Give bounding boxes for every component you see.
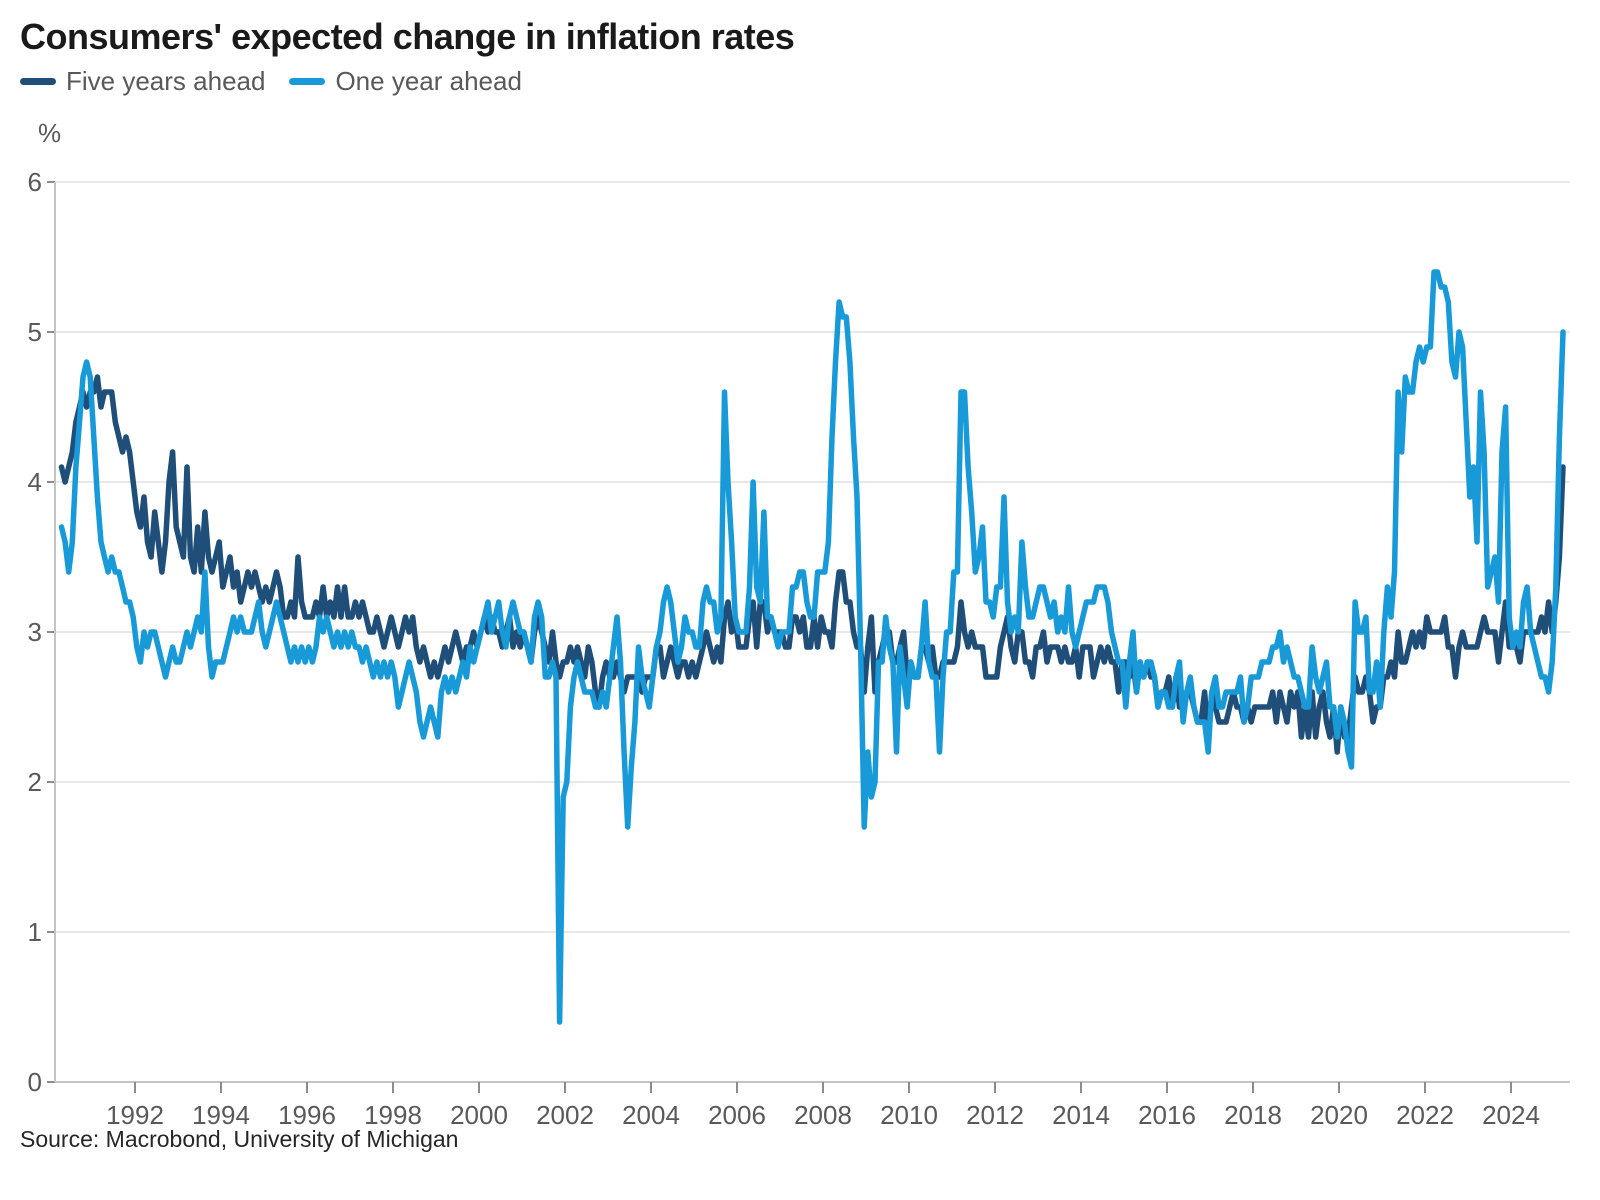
x-axis-label: 2008: [794, 1100, 852, 1130]
series-line-five-years-ahead: [58, 374, 1566, 755]
page-title: Consumers' expected change in inflation …: [20, 16, 795, 57]
y-axis-label: 1: [28, 917, 42, 947]
x-axis-label: 1992: [106, 1100, 164, 1130]
y-axis-unit-label: %: [38, 118, 62, 148]
x-axis-label: 2020: [1310, 1100, 1368, 1130]
y-axis-label: 0: [28, 1067, 42, 1097]
x-axis-label: 2004: [622, 1100, 680, 1130]
x-axis-label: 2018: [1224, 1100, 1282, 1130]
source-note: Source: Macrobond, University of Michiga…: [20, 1126, 459, 1152]
legend-label-five-years: Five years ahead: [66, 66, 266, 96]
legend-label-one-year: One year ahead: [335, 66, 522, 96]
x-axis-label: 1996: [278, 1100, 336, 1130]
y-axis-label: 3: [28, 617, 42, 647]
x-axis-label: 2000: [450, 1100, 508, 1130]
y-axis-label: 2: [28, 767, 42, 797]
legend-item-five-years: Five years ahead: [20, 66, 265, 97]
x-axis-label: 1994: [192, 1100, 250, 1130]
x-axis-label: 1998: [364, 1100, 422, 1130]
y-axis-label: 5: [28, 317, 42, 347]
x-axis-label: 2022: [1396, 1100, 1454, 1130]
x-axis-label: 2010: [880, 1100, 938, 1130]
five-years-swatch-icon: [20, 78, 56, 85]
y-axis-label: 4: [28, 467, 42, 497]
x-axis-label: 2024: [1482, 1100, 1540, 1130]
x-axis-label: 2016: [1138, 1100, 1196, 1130]
legend-item-one-year: One year ahead: [289, 66, 522, 97]
chart-legend: Five years ahead One year ahead: [20, 66, 532, 97]
x-axis-label: 2012: [966, 1100, 1024, 1130]
series-line-one-year-ahead: [58, 269, 1566, 1025]
y-axis-label: 6: [28, 167, 42, 197]
x-axis-label: 2002: [536, 1100, 594, 1130]
x-axis-label: 2014: [1052, 1100, 1110, 1130]
x-axis-label: 2006: [708, 1100, 766, 1130]
one-year-swatch-icon: [289, 78, 326, 85]
